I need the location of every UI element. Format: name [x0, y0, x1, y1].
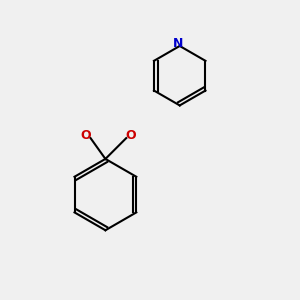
Text: N: N [173, 37, 183, 50]
Text: O: O [81, 129, 92, 142]
Text: O: O [125, 129, 136, 142]
